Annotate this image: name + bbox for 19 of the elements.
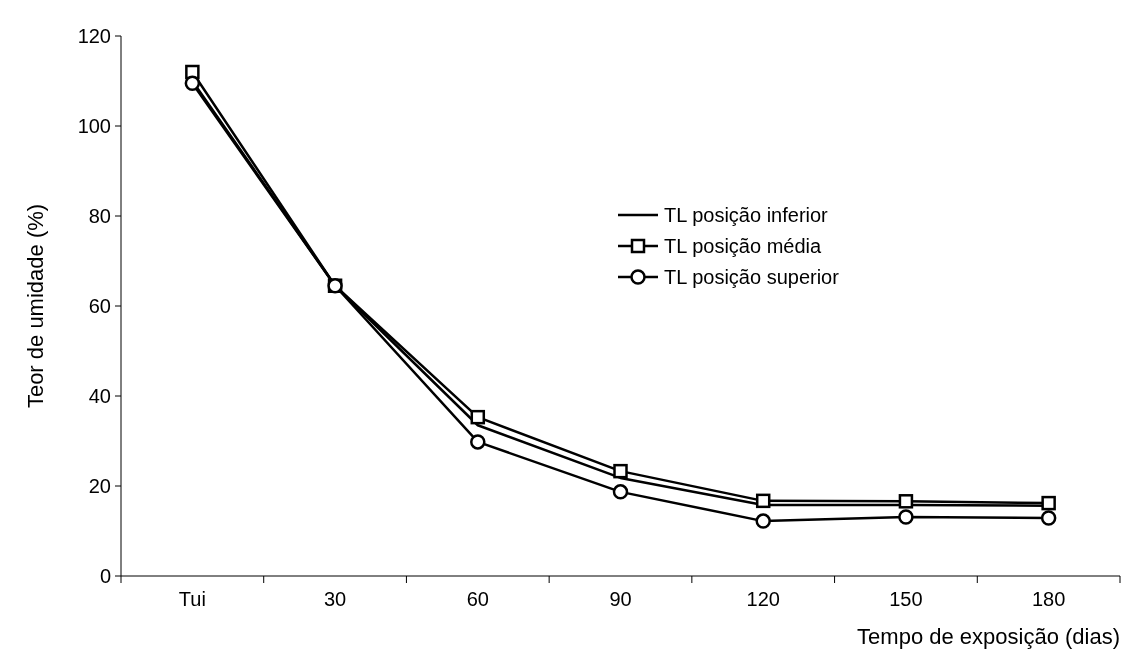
y-tick-label: 80 [88, 205, 111, 227]
y-tick-label: 20 [88, 475, 111, 497]
y-tick-label: 60 [88, 295, 111, 317]
x-axis-title: Tempo de exposição (dias) [857, 624, 1120, 649]
legend-label: TL posição superior [664, 266, 840, 288]
y-tick-label: 120 [77, 25, 111, 47]
x-tick-label: 30 [323, 588, 347, 610]
legend-label: TL posição inferior [664, 204, 829, 226]
x-tick-label: Tui [178, 588, 206, 610]
x-tick-label: 90 [609, 588, 632, 610]
x-tick-label: 120 [746, 588, 780, 610]
x-tick-label: 180 [1031, 588, 1066, 610]
y-axis-title: Teor de umidade (%) [23, 203, 48, 409]
legend-label: TL posição média [664, 235, 822, 257]
y-tick-label: 100 [77, 115, 111, 137]
x-tick-label: 150 [889, 588, 923, 610]
y-tick-label: 0 [99, 565, 111, 587]
x-tick-label: 60 [466, 588, 489, 610]
y-tick-label: 40 [88, 385, 111, 407]
